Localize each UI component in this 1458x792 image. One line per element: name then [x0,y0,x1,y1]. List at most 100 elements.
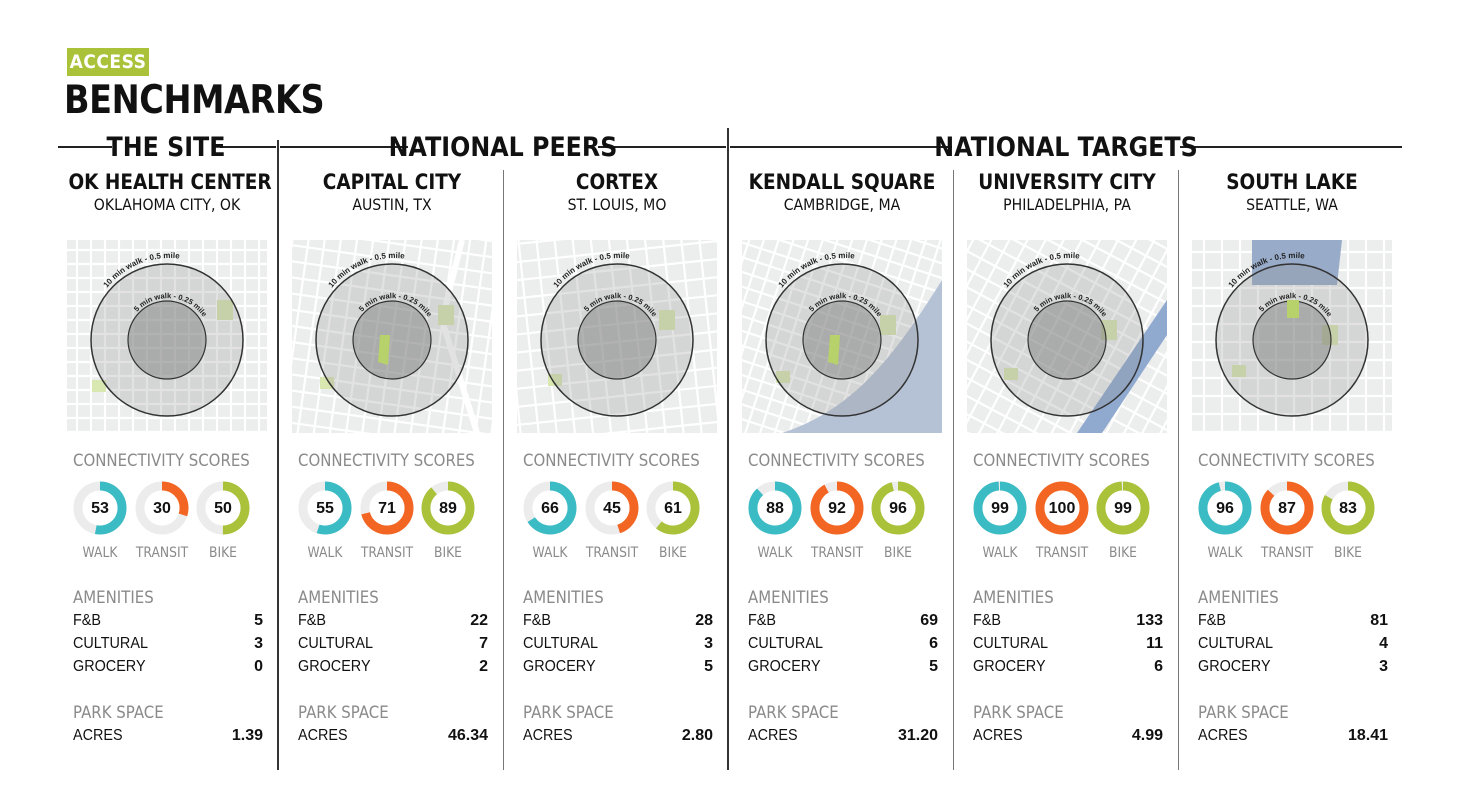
score-label-walk: WALK [757,545,793,561]
park-acres-value: 2.80 [681,727,713,744]
amenity-grocery-label: GROCERY [973,658,1046,675]
header-rule-peers-right [598,146,726,148]
amenity-grocery-value: 3 [1379,658,1388,675]
score-label-walk: WALK [532,545,568,561]
site-name: UNIVERSITY CITY [978,170,1156,194]
site-location: SEATTLE, WA [1246,195,1338,214]
donut-walk [747,480,803,536]
donut-arc-walk [523,481,577,535]
donut-bike [420,480,476,536]
donut-arc-walk [748,481,802,535]
connectivity-label: CONNECTIVITY SCORES [298,451,475,471]
score-label-bike: BIKE [659,545,687,561]
park-acres-label: ACRES [973,727,1023,744]
group-label-site: THE SITE [106,132,226,163]
donut-arc-walk [973,481,1027,535]
donut-arc-walk [298,481,352,535]
benchmark-column: CORTEX ST. LOUIS, MO 10 min walk - 0.5 mil… [505,170,729,744]
park-space-label: PARK SPACE [298,703,389,723]
site-name: CORTEX [575,170,659,194]
access-tag: ACCESS [67,48,149,76]
connectivity-label: CONNECTIVITY SCORES [523,451,700,471]
score-label-transit: TRANSIT [585,545,639,561]
donut-transit [584,480,640,536]
donut-bike [645,480,701,536]
site-name: KENDALL SQUARE [748,170,936,194]
score-bike: 83 [1339,500,1357,517]
connectivity-label: CONNECTIVITY SCORES [1198,451,1375,471]
site-location: AUSTIN, TX [352,195,432,214]
amenity-cultural-value: 4 [1379,635,1388,652]
score-label-walk: WALK [1207,545,1243,561]
donut-arc-transit [360,481,414,535]
score-label-transit: TRANSIT [1260,545,1314,561]
amenity-cultural-value: 6 [929,635,938,652]
donut-walk [1197,480,1253,536]
amenity-grocery-label: GROCERY [523,658,596,675]
park-acres-value: 18.41 [1347,727,1388,744]
donut-arc-transit [1260,481,1314,535]
donut-arc-walk [73,481,127,535]
donut-arc-bike [646,481,700,535]
score-label-walk: WALK [307,545,343,561]
amenity-cultural-value: 3 [704,635,713,652]
score-transit: 87 [1278,500,1296,517]
connectivity-label: CONNECTIVITY SCORES [73,451,250,471]
site-name: SOUTH LAKE [1226,170,1358,194]
park-acres-label: ACRES [73,727,123,744]
group-label-peers: NATIONAL PEERS [388,132,618,163]
score-bike: 61 [664,500,682,517]
score-label-bike: BIKE [884,545,912,561]
amenity-cultural-label: CULTURAL [748,635,823,652]
header-rule-peers-left [280,146,408,148]
park-acres-label: ACRES [298,727,348,744]
donut-arc-bike [871,481,925,535]
header-rule-site-right [220,146,276,148]
divider-capital-cortex [503,170,504,770]
amenity-grocery-value: 0 [254,658,263,675]
amenity-grocery-value: 5 [704,658,713,675]
divider-kendall-university [953,170,954,770]
amenity-fb-value: 5 [254,612,263,629]
donut-arc-transit [1035,481,1089,535]
benchmark-column: UNIVERSITY CITY PHILADELPHIA, PA 10 min wa… [955,170,1179,744]
donut-bike [1095,480,1151,536]
amenities-label: AMENITIES [973,588,1054,608]
benchmark-column: CAPITAL CITY AUSTIN, TX 10 min walk - 0.5 … [280,170,504,744]
score-label-transit: TRANSIT [135,545,189,561]
amenity-cultural-label: CULTURAL [523,635,598,652]
donut-bike [1320,480,1376,536]
score-label-bike: BIKE [1109,545,1137,561]
park-acres-value: 31.20 [897,727,938,744]
divider-site-peers [277,140,279,770]
park-acres-value: 46.34 [447,727,488,744]
score-bike: 50 [214,500,232,517]
divider-peers-targets [727,128,729,770]
park-acres-label: ACRES [748,727,798,744]
amenity-fb-label: F&B [73,612,102,629]
amenity-fb-label: F&B [748,612,777,629]
page-title: BENCHMARKS [64,78,325,123]
donut-bike [870,480,926,536]
score-label-bike: BIKE [1334,545,1362,561]
score-label-walk: WALK [82,545,118,561]
amenities-label: AMENITIES [748,588,829,608]
donut-transit [809,480,865,536]
donut-arc-bike [421,481,475,535]
amenity-grocery-value: 2 [479,658,488,675]
score-transit: 30 [153,500,171,517]
donut-transit [134,480,190,536]
park-acres-label: ACRES [1198,727,1248,744]
amenities-label: AMENITIES [73,588,154,608]
donut-walk [297,480,353,536]
park-acres-label: ACRES [523,727,573,744]
amenity-grocery-label: GROCERY [73,658,146,675]
park-acres-value: 1.39 [231,727,263,744]
donut-arc-transit [810,481,864,535]
donut-bike [195,480,251,536]
amenities-label: AMENITIES [523,588,604,608]
